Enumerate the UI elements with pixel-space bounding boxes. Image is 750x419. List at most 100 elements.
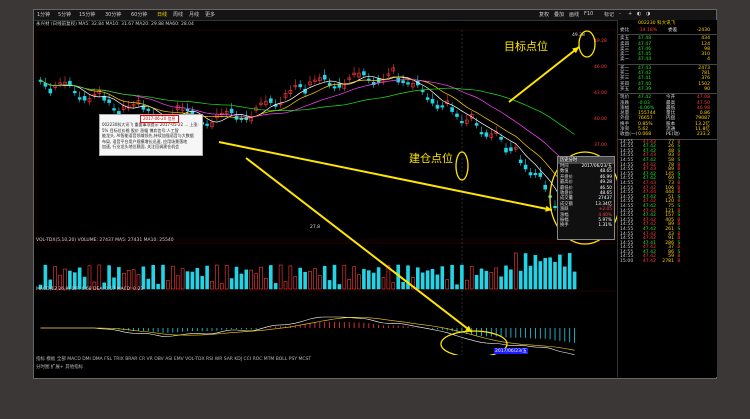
toolbar-tool[interactable]: ◑ [646, 11, 651, 17]
price-axis-label: 46.00 [594, 64, 607, 70]
tick-row: 14:55 47.43 93 B [618, 154, 717, 159]
volume-bar [92, 281, 97, 290]
candle-body [58, 82, 62, 85]
volume-bar [288, 265, 293, 290]
history-quote-popup[interactable]: 历史分时 时间 2017/06/23/五 数值 48.65 开盘价 46.99 最高价 49.… [557, 156, 615, 240]
volume-bar [161, 264, 165, 290]
tick-price: 47.42 [642, 254, 656, 260]
orderbook-price: 47.43 [638, 65, 652, 71]
tick-row: 14:55 47.42 59 B [618, 255, 717, 260]
popup-row: 成交量 27437 [558, 196, 614, 201]
period-tab[interactable]: 周线 [173, 12, 184, 18]
tick-direction: S [677, 148, 681, 154]
volume-bar [53, 266, 58, 290]
candle-body [48, 88, 53, 94]
tick-time: 14:55 [620, 144, 634, 150]
tick-direction: B [677, 199, 681, 205]
volume-bar [332, 264, 337, 290]
info-line: 布局, 语音平台用户规模增长迅速, 应用场景落地 [102, 138, 188, 144]
candle-body [391, 67, 396, 72]
candle-body [87, 98, 92, 103]
popup-circle [549, 151, 617, 245]
candle-body [474, 123, 479, 126]
toolbar-tool[interactable]: + [628, 11, 633, 17]
orderbook-label2: 委差 [668, 28, 678, 33]
stock-header: 002230 科大讯飞 [638, 21, 676, 26]
volume-bar [504, 265, 508, 290]
toolbar-tool[interactable]: 复权 [539, 12, 550, 18]
indicator-tabs[interactable]: 指标 模板 全部 MACD DMI DMA FSL TRIX BRAR CR V… [36, 357, 312, 362]
popup-row-label: 最低价 [560, 185, 573, 191]
period-tab[interactable]: 5分钟 [58, 12, 72, 18]
candle-body [509, 147, 513, 152]
candle-body [308, 81, 312, 86]
tick-direction: S [677, 213, 681, 219]
volume-bar [513, 252, 518, 290]
tick-direction: B [677, 162, 681, 168]
popup-row: 最低价 46.50 [558, 186, 614, 191]
tick-volume: 93 [668, 153, 674, 159]
popup-row-label: 时间 [560, 164, 569, 169]
stat-label: 净资 [620, 127, 630, 133]
toolbar-tool[interactable]: 叠加 [554, 12, 565, 18]
toolbar-tool[interactable]: - [619, 11, 621, 17]
period-tab[interactable]: 更多 [205, 12, 216, 18]
toolbar-tool[interactable]: ◐ [637, 11, 642, 17]
tick-price: 47.42 [642, 185, 656, 191]
info-line: 5% 目标位价格 股价 涨幅 博弈信号:人工智 [102, 127, 179, 133]
orderbook-price: -14.18% [638, 28, 658, 33]
orderbook-price: 47.45 [638, 52, 652, 58]
candle-body [332, 86, 337, 89]
volume-bar [489, 272, 494, 290]
period-tab[interactable]: 1分钟 [37, 12, 51, 18]
volume-bar [528, 265, 533, 290]
orderbook-row: 卖二 47.45 310 [618, 52, 717, 57]
volume-bar [420, 272, 425, 290]
period-tab[interactable]: 15分钟 [79, 12, 96, 18]
bottom-tabs[interactable]: 分时图 扩展+ 其他指标 [36, 365, 84, 370]
candle-body [210, 122, 214, 127]
tick-direction: S [677, 226, 681, 232]
volume-bar [494, 267, 499, 290]
volume-bar [141, 266, 146, 290]
ma10-line [40, 76, 575, 199]
news-info-box[interactable]: 2017-06-20 信息 002230科大讯飞 重要事项提示 2017-05-… [99, 114, 203, 156]
volume-bar [317, 275, 322, 290]
orderbook-volume: 310 [701, 52, 710, 58]
stat-label: 最低 [666, 105, 676, 111]
volume-bar [303, 271, 307, 290]
candle-body [82, 96, 87, 101]
popup-row-label: 涨幅 [560, 212, 569, 218]
period-tab[interactable]: 日线 [157, 12, 168, 18]
volume-bar [278, 264, 283, 290]
volume-bar [151, 264, 155, 290]
tick-price: 47.42 [642, 171, 656, 177]
tick-price: 47.42 [642, 231, 656, 237]
volume-bar [415, 267, 420, 290]
stat-value: 11.8亿 [695, 127, 710, 133]
volume-bar [553, 261, 557, 290]
toolbar-tool[interactable]: F10 [584, 11, 594, 17]
period-tab[interactable]: 30分钟 [105, 12, 122, 18]
toolbar-tool[interactable]: 标记 [604, 12, 615, 18]
tick-time: 14:55 [620, 199, 634, 205]
tick-price: 47.42 [642, 245, 656, 251]
period-tab[interactable]: 60分钟 [131, 12, 148, 18]
tick-volume: 121 [665, 208, 674, 214]
volume-bar [43, 264, 48, 290]
tick-time: 14:55 [620, 226, 634, 232]
candle-body [102, 95, 106, 101]
toolbar-tool[interactable]: 画线 [569, 12, 580, 18]
stat-label: 量比 [666, 111, 676, 117]
period-tab[interactable]: 月线 [189, 12, 200, 18]
volume-bar [411, 277, 415, 290]
volume-bar [87, 265, 92, 290]
candle-body [533, 172, 538, 176]
chart-area[interactable]: 49.2846.0043.0040.0037.0034.0031.0028.00… [34, 10, 617, 355]
popup-row-value: 13.34亿 [595, 201, 612, 207]
volume-bar [479, 268, 484, 290]
quote-panel: 002230 科大讯飞 委比 -14.18% 委差 -2430 卖五 47.48 434 卖四… [617, 20, 717, 377]
volume-bar [499, 276, 503, 290]
tick-time: 14:55 [620, 148, 634, 154]
volume-bar [327, 280, 332, 290]
